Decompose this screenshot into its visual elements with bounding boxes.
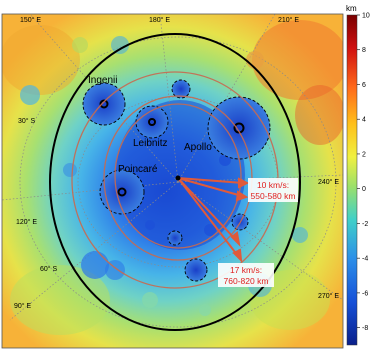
- colorbar-tick-label: 0: [362, 186, 366, 193]
- colorbar-ticks: 10 8 6 4 2 0 -2 -4 -6 -8: [357, 13, 370, 332]
- annotation-box-17kms: [218, 263, 274, 287]
- colorbar-tick-label: -8: [362, 325, 368, 332]
- highland-patch: [2, 25, 80, 95]
- crater-field: [20, 36, 308, 316]
- colorbar-unit: km: [346, 4, 357, 13]
- highland-patch: [252, 20, 343, 100]
- label-leibnitz: Leibnitz: [133, 138, 167, 149]
- arrow-17kms-a: [177, 177, 237, 241]
- colorbar-tick-label: -2: [362, 221, 368, 228]
- colorbar-tick-label: 10: [362, 13, 370, 20]
- coordinate-labels: 150° E 180° E 210° E 240° E 270° E 30° S…: [14, 16, 339, 310]
- arrow-10kms-a: [177, 177, 244, 184]
- impact-arrows: [177, 177, 250, 263]
- arrow-17kms-b-head: [232, 248, 243, 263]
- colorbar-tick-label: -6: [362, 290, 368, 297]
- poincare-crater: [99, 169, 145, 215]
- arrow-10kms-a-head: [238, 177, 250, 189]
- arrow-17kms-a-head: [230, 231, 241, 247]
- lon-label-90e: 90° E: [14, 302, 32, 310]
- lon-label-150e: 150° E: [20, 16, 41, 24]
- highland-patch: [295, 85, 343, 145]
- lon-label-180e: 180° E: [149, 16, 170, 24]
- basin-outer-ring: [49, 33, 301, 331]
- colorbar-tick-label: 2: [362, 151, 366, 158]
- crater-centers: [99, 99, 245, 197]
- crater: [171, 79, 191, 99]
- leibnitz-crater: [135, 105, 169, 139]
- basin-labels: Ingenii Leibnitz Apollo Poincaré: [88, 75, 212, 175]
- lon-label-240e: 240° E: [318, 178, 339, 186]
- annotation-17kms-range: 760-820 km: [224, 276, 269, 286]
- colorbar-tick-label: 6: [362, 82, 366, 89]
- label-apollo: Apollo: [184, 142, 212, 153]
- lat-label-30s: 30° S: [18, 117, 36, 125]
- colorbar: km 10 8 6 4 2 0 -2 -4 -6 -8: [346, 4, 370, 346]
- annotation-box-10kms: [248, 178, 298, 202]
- impact-annotations: 10 km/s: 550-580 km 17 km/s: 760-820 km: [224, 180, 296, 286]
- crater: [167, 230, 183, 246]
- annotation-10kms-range: 550-580 km: [251, 191, 296, 201]
- arrow-10kms-b: [177, 177, 243, 197]
- arrow-10kms-b-head: [235, 190, 249, 202]
- highland-patch: [10, 265, 110, 335]
- colorbar-gradient: [346, 14, 358, 346]
- colorbar-tick-label: 4: [362, 117, 366, 124]
- lon-label-120e: 120° E: [16, 218, 37, 226]
- arrow-17kms-b: [177, 177, 239, 257]
- map-frame: [1, 13, 344, 349]
- annotation-10kms-speed: 10 km/s:: [257, 180, 289, 190]
- impact-center-marker: [175, 175, 181, 181]
- crater: [184, 258, 208, 282]
- lat-label-60s: 60° S: [40, 265, 58, 273]
- lon-label-210e: 210° E: [278, 16, 299, 24]
- label-ingenii: Ingenii: [88, 75, 117, 86]
- colorbar-tick-label: 8: [362, 47, 366, 54]
- lon-label-270e: 270° E: [318, 292, 339, 300]
- topography-map: [2, 14, 343, 348]
- annotation-17kms-speed: 17 km/s:: [230, 265, 262, 275]
- label-poincare: Poincaré: [118, 164, 158, 175]
- apollo-crater: [207, 96, 271, 160]
- colorbar-tick-label: -4: [362, 256, 368, 263]
